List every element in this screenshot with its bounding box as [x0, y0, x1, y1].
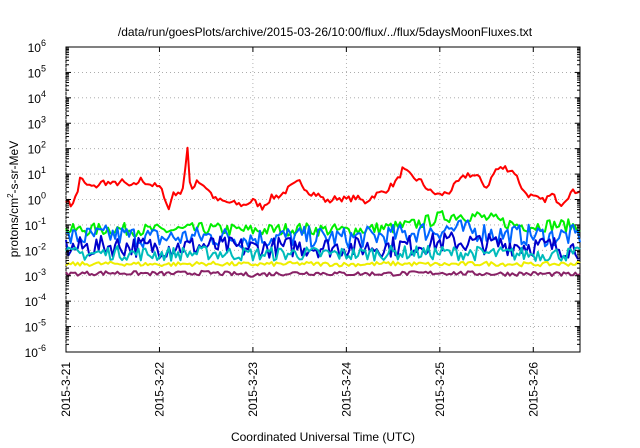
- y-tick-label: 104: [28, 89, 46, 106]
- series-group: [65, 146, 581, 278]
- y-tick-label: 10-4: [25, 292, 46, 309]
- x-tick-label: 2015-3-26: [526, 362, 540, 417]
- y-tick-label: 105: [28, 63, 46, 80]
- y-tick-label: 10-3: [25, 267, 46, 284]
- chart-title: /data/run/goesPlots/archive/2015-03-26/1…: [118, 25, 533, 39]
- x-axis-label: Coordinated Universal Time (UTC): [231, 430, 415, 444]
- y-tick-label: 10-6: [25, 343, 46, 360]
- y-tick-label: 101: [28, 165, 46, 182]
- series-line-7: [65, 269, 581, 278]
- y-axis-label: protons/cm2-s-sr-MeV: [6, 141, 21, 257]
- plot-area: 10-6 10-5 10-4 10-3 10-2 10-1 100 101 102 103 104 1…: [25, 38, 581, 417]
- series-line-5: [65, 244, 581, 262]
- x-tick-label: 2015-3-21: [59, 362, 73, 417]
- y-tick-label: 10-1: [25, 216, 46, 233]
- y-tick-label: 106: [28, 38, 46, 55]
- y-tick-label: 10-2: [25, 241, 46, 258]
- y-tick-label: 10-5: [25, 318, 46, 335]
- grid: [65, 47, 580, 352]
- y-tick-label: 103: [28, 114, 46, 131]
- series-line-6: [65, 260, 581, 268]
- x-tick-label: 2015-3-25: [433, 362, 447, 417]
- x-tick-label: 2015-3-23: [246, 362, 260, 417]
- x-axis-ticks: 2015-3-21 2015-3-22 2015-3-23 2015-3-24 2015…: [59, 47, 540, 417]
- series-line-4: [65, 231, 581, 260]
- y-axis-label-superscript: 2: [6, 193, 15, 198]
- series-line-1: [65, 146, 581, 211]
- y-tick-label: 100: [28, 191, 46, 208]
- y-axis-ticks: 10-6 10-5 10-4 10-3 10-2 10-1 100 101 102 103 104 1…: [25, 38, 580, 360]
- y-tick-label: 102: [28, 140, 46, 157]
- x-tick-label: 2015-3-22: [152, 362, 166, 417]
- x-tick-label: 2015-3-24: [339, 362, 353, 417]
